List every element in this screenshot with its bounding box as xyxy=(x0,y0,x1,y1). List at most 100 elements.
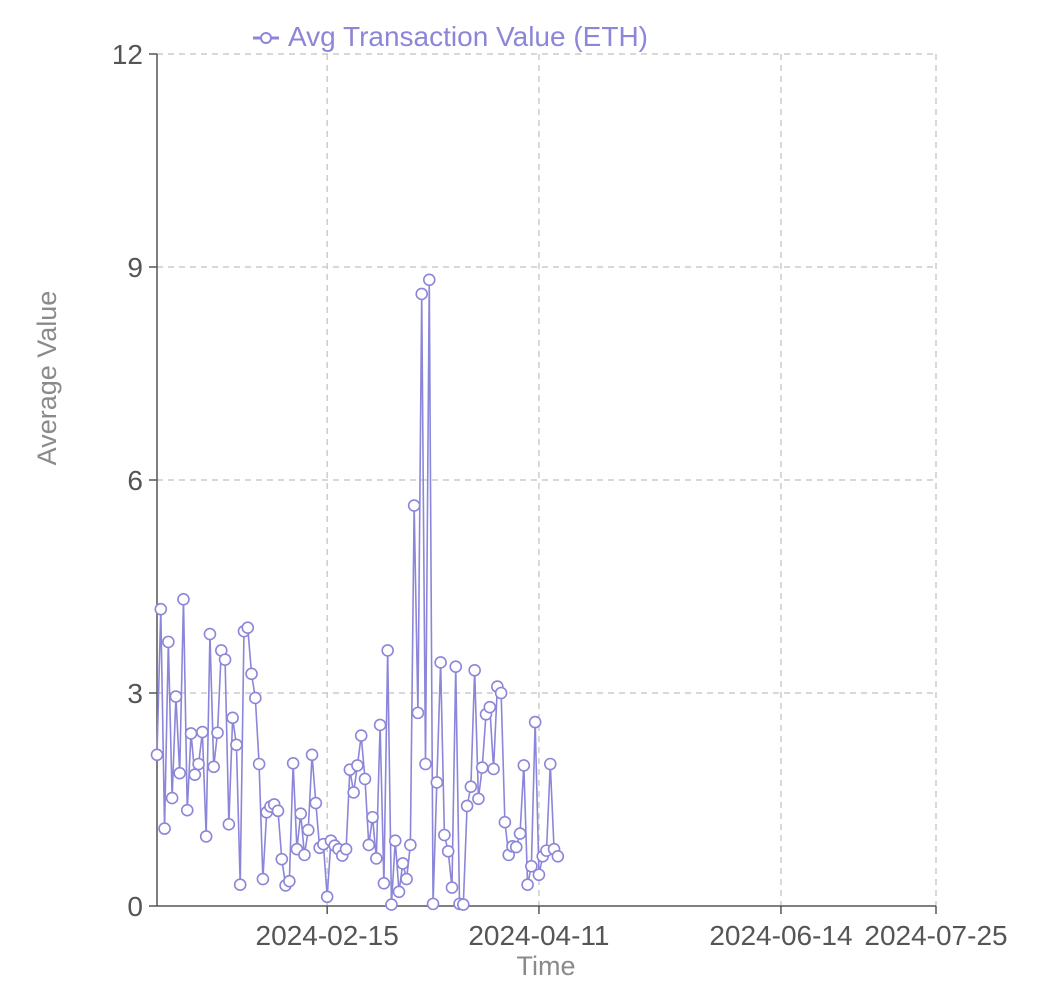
data-point xyxy=(404,838,417,852)
data-point xyxy=(286,756,300,770)
data-point xyxy=(392,885,406,899)
data-point xyxy=(309,796,323,810)
data-point xyxy=(192,757,205,771)
data-point xyxy=(305,748,319,762)
data-point xyxy=(165,791,179,805)
y-tick-label: 9 xyxy=(127,252,143,283)
data-point xyxy=(173,766,186,780)
data-point xyxy=(203,627,217,641)
data-point xyxy=(298,848,311,862)
x-tick-labels: 2024-02-15 2024-04-11 2024-06-14 2024-07-25 xyxy=(256,906,1008,951)
data-point xyxy=(464,780,478,794)
y-tick-label: 6 xyxy=(127,465,143,496)
data-point xyxy=(460,799,474,813)
data-point xyxy=(233,878,247,892)
data-point xyxy=(426,897,440,911)
data-point xyxy=(438,828,451,842)
data-point xyxy=(358,772,372,786)
data-point xyxy=(271,804,285,818)
data-point xyxy=(320,890,334,904)
data-point xyxy=(188,768,202,781)
data-point xyxy=(377,876,391,890)
data-point xyxy=(532,868,546,882)
series-line xyxy=(156,278,559,906)
data-point xyxy=(339,842,353,856)
data-point xyxy=(169,690,183,703)
data-point xyxy=(301,823,315,837)
data-point xyxy=(150,748,164,762)
data-point xyxy=(184,727,198,740)
data-point xyxy=(498,815,512,829)
data-point xyxy=(525,859,538,873)
data-point xyxy=(373,718,387,732)
data-point xyxy=(370,852,383,865)
data-series xyxy=(156,278,559,906)
data-point xyxy=(407,499,421,512)
data-point xyxy=(218,653,232,666)
data-point xyxy=(385,898,398,911)
data-point xyxy=(252,757,266,771)
data-point xyxy=(351,759,364,772)
data-point xyxy=(411,706,425,720)
x-axis-title: Time xyxy=(517,951,576,981)
data-point xyxy=(294,807,307,821)
data-point xyxy=(528,715,542,729)
y-tick-label: 0 xyxy=(127,891,143,922)
grid-lines xyxy=(157,53,937,906)
data-point xyxy=(245,667,258,681)
data-point xyxy=(249,691,262,705)
data-points xyxy=(150,273,565,911)
x-tick-label: 2024-02-15 xyxy=(256,920,399,951)
data-point xyxy=(441,845,455,858)
x-tick-label: 2024-04-11 xyxy=(468,920,609,951)
data-point xyxy=(177,592,190,606)
data-point xyxy=(162,635,175,649)
data-point xyxy=(154,602,168,616)
data-point xyxy=(517,759,531,772)
data-point xyxy=(196,725,209,739)
data-point xyxy=(347,786,360,799)
data-point xyxy=(487,762,500,776)
data-point xyxy=(521,878,534,892)
data-point xyxy=(207,760,221,774)
data-point xyxy=(551,849,565,863)
data-point xyxy=(158,822,171,835)
data-point xyxy=(241,621,255,634)
data-point xyxy=(449,660,463,674)
data-point xyxy=(494,686,508,700)
data-point xyxy=(275,852,289,866)
y-tick-label: 3 xyxy=(127,678,143,709)
data-point xyxy=(475,761,489,774)
data-point xyxy=(226,711,239,725)
data-point xyxy=(483,700,497,714)
y-axis-title: Average Value xyxy=(32,291,62,466)
data-point xyxy=(419,757,432,771)
data-point xyxy=(430,776,444,789)
data-point xyxy=(457,898,470,911)
data-point xyxy=(422,273,436,287)
y-tick-label: 12 xyxy=(112,39,143,70)
data-point xyxy=(381,644,394,657)
data-point xyxy=(513,827,527,840)
legend[interactable]: Avg Transaction Value (ETH) xyxy=(253,21,648,52)
data-point xyxy=(543,757,557,771)
legend-marker-icon xyxy=(260,32,272,44)
data-point xyxy=(199,830,213,843)
data-point xyxy=(415,287,429,301)
legend-label: Avg Transaction Value (ETH) xyxy=(288,21,648,52)
data-point xyxy=(434,656,447,669)
x-tick-label: 2024-07-25 xyxy=(864,920,1007,951)
data-point xyxy=(509,840,523,854)
data-point xyxy=(468,663,481,677)
x-tick-label: 2024-06-14 xyxy=(709,920,852,951)
y-tick-labels: 0 3 6 9 12 xyxy=(112,39,157,922)
data-point xyxy=(256,872,270,886)
data-point xyxy=(400,872,413,886)
data-point xyxy=(445,881,459,894)
data-point xyxy=(388,834,402,847)
data-point xyxy=(396,857,410,870)
data-point xyxy=(180,803,194,817)
data-point xyxy=(222,818,236,831)
data-point xyxy=(362,838,376,852)
